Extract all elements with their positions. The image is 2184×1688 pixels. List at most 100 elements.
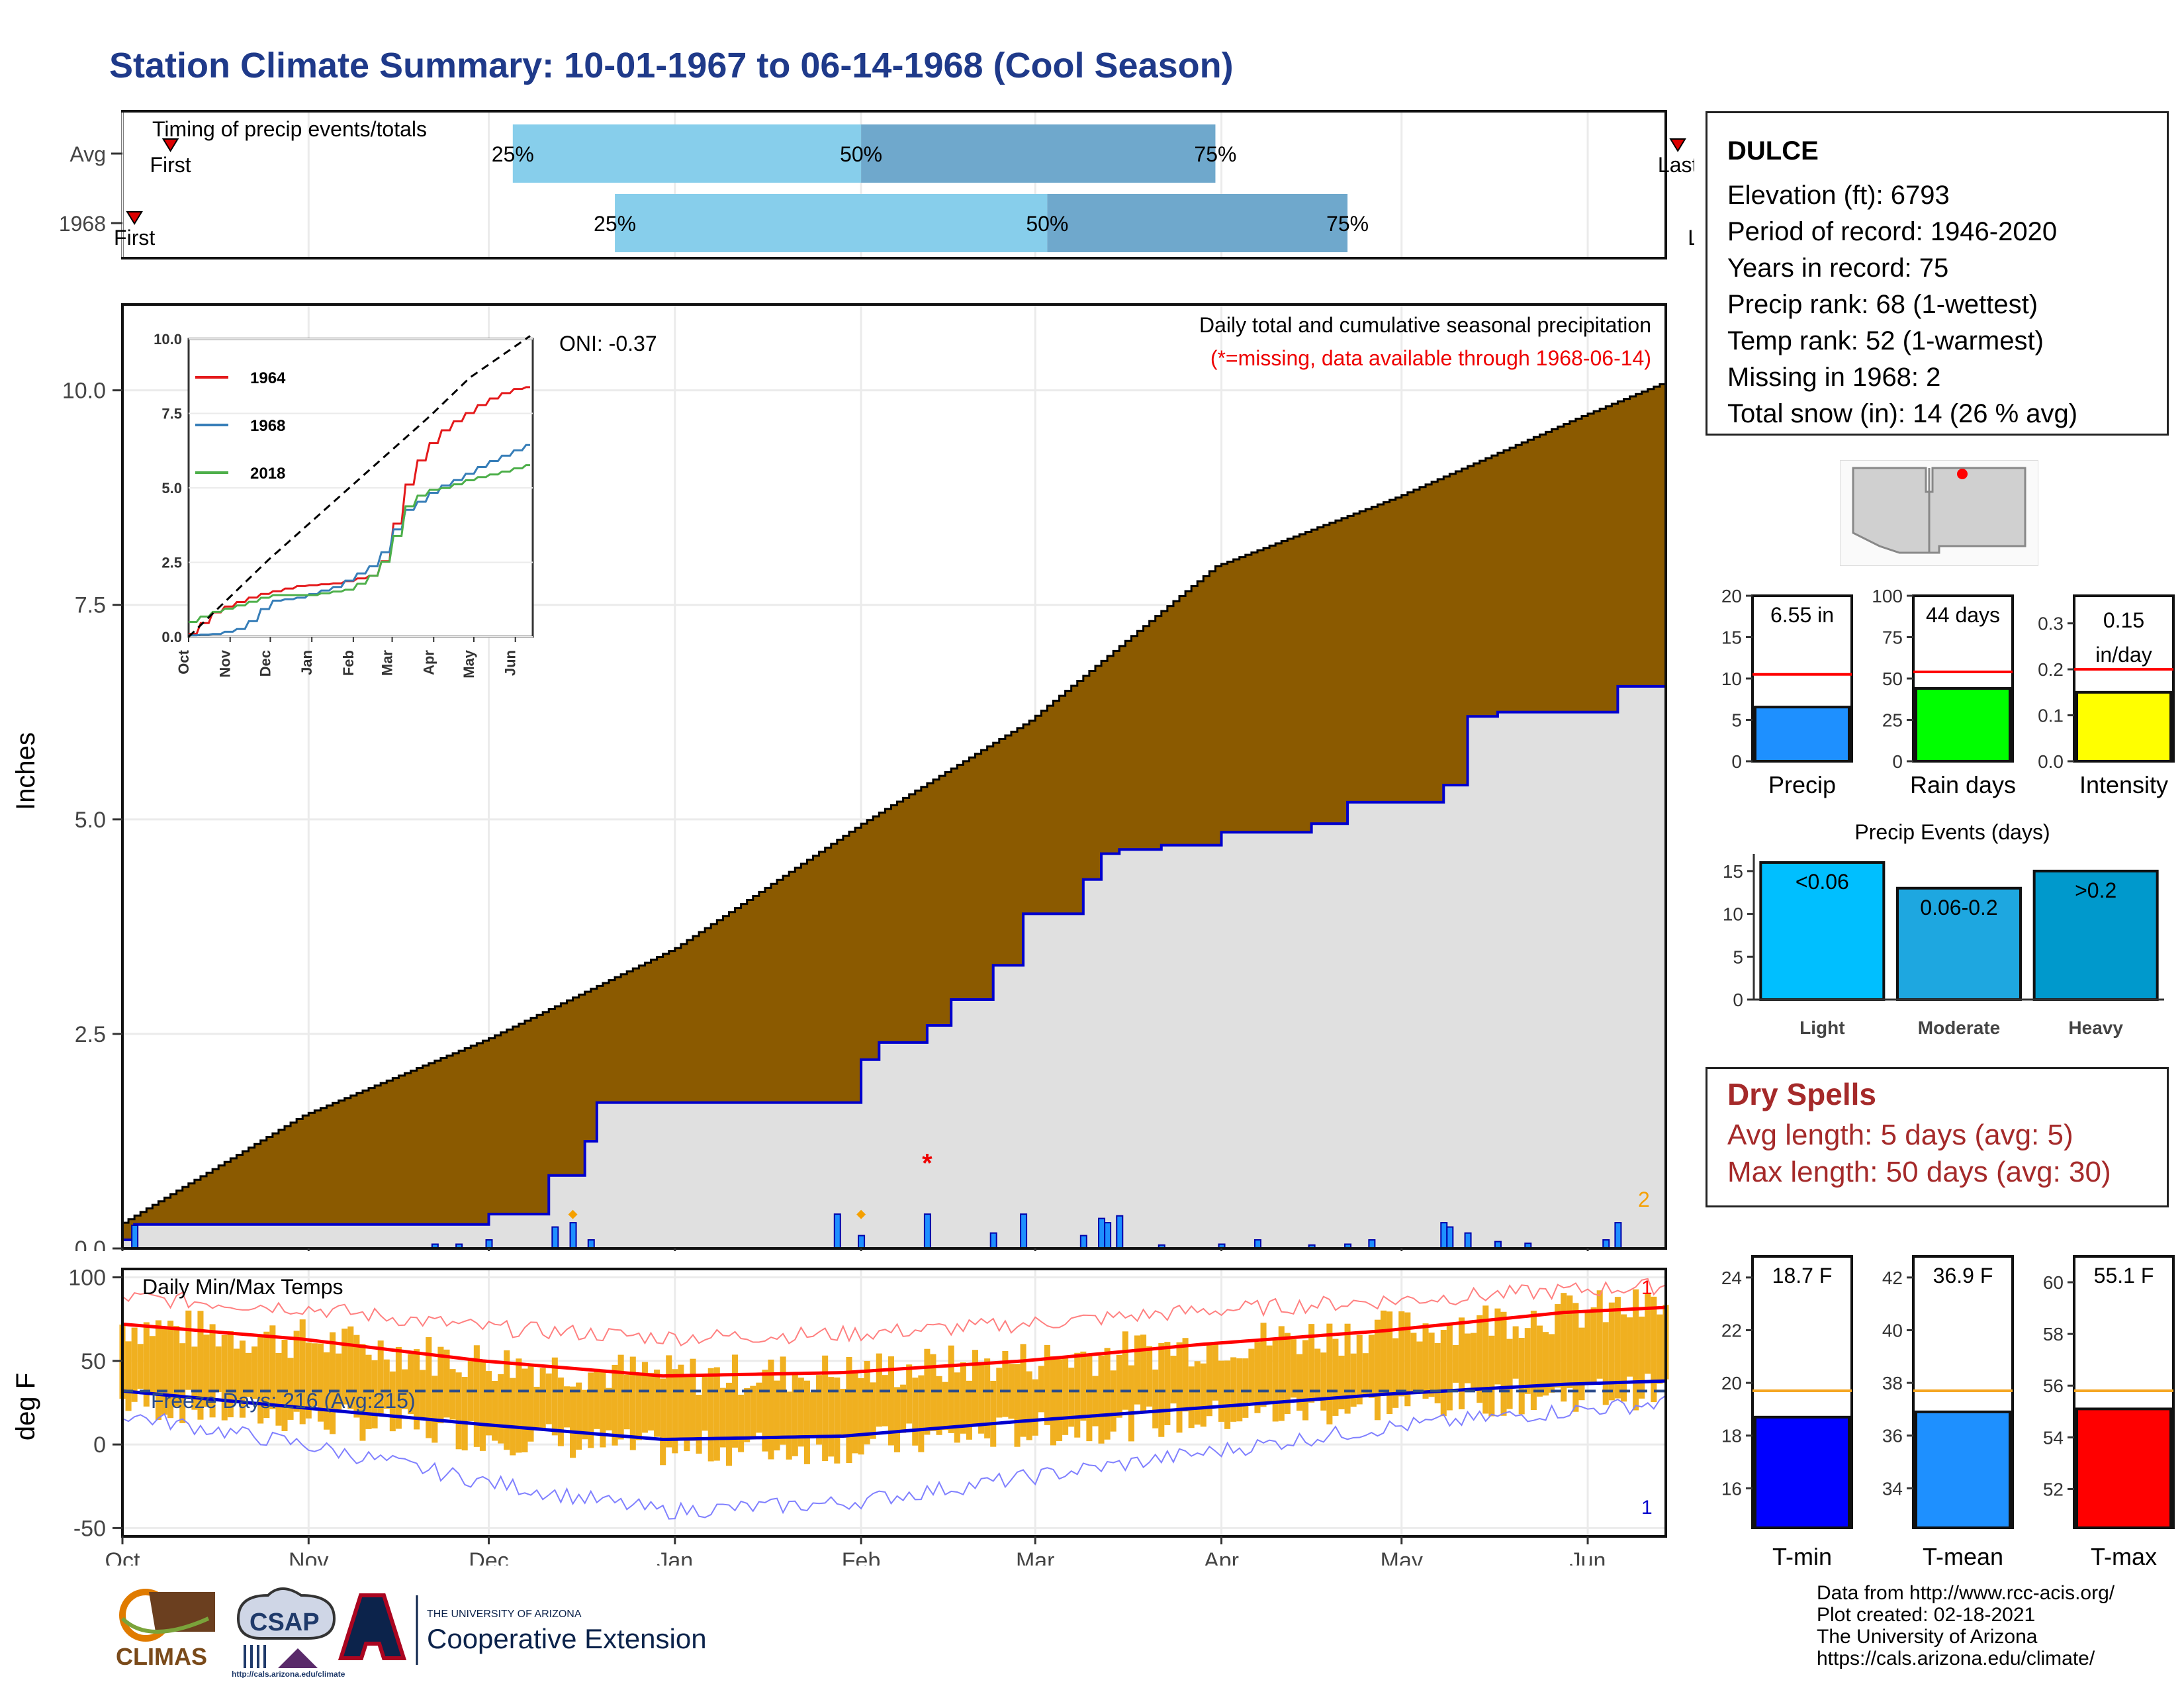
daily-temp-bar bbox=[828, 1377, 835, 1457]
daily-temp-bar bbox=[1404, 1312, 1411, 1407]
daily-precip-bar bbox=[131, 1224, 139, 1249]
daily-temp-bar bbox=[1146, 1346, 1153, 1407]
daily-temp-bar bbox=[1536, 1325, 1543, 1397]
last-event-marker bbox=[1669, 138, 1686, 152]
daily-temp-bar bbox=[179, 1343, 186, 1423]
daily-temp-bar bbox=[1152, 1369, 1159, 1429]
daily-temp-bar bbox=[420, 1370, 426, 1419]
temp-x-ticks: Oct Nov Dec Jan Feb Mar Apr May Jun bbox=[105, 1536, 1606, 1566]
daily-temp-bar bbox=[750, 1385, 756, 1439]
daily-temp-bar bbox=[840, 1389, 846, 1438]
daily-temp-bar bbox=[1170, 1356, 1177, 1404]
precip-y-tick-label: 2.5 bbox=[75, 1022, 106, 1047]
daily-temp-bar bbox=[1332, 1338, 1339, 1416]
inset-x-tick-label: Jun bbox=[502, 650, 519, 676]
inset-x-tick-label: Nov bbox=[217, 649, 234, 677]
daily-temp-bar bbox=[455, 1372, 462, 1450]
daily-temp-bar bbox=[1182, 1338, 1189, 1412]
daily-temp-bar bbox=[780, 1356, 786, 1445]
daily-temp-bar bbox=[281, 1340, 288, 1431]
daily-temp-bar bbox=[269, 1325, 276, 1410]
precip-events-chart: Precip Events (days) 0 5 10 15 <0.06 Light 0.0… bbox=[1723, 820, 2164, 1038]
summary-y-tick-label: 42 bbox=[1882, 1268, 1903, 1288]
summary-value-label: 6.55 in bbox=[1770, 603, 1834, 627]
climas-wordmark: CLIMAS bbox=[116, 1643, 207, 1670]
daily-temp-bar bbox=[1500, 1311, 1507, 1416]
daily-temp-bar bbox=[1561, 1293, 1567, 1402]
daily-temp-bar bbox=[1188, 1366, 1195, 1429]
temp-bars bbox=[119, 1289, 1669, 1466]
daily-temp-bar bbox=[1164, 1342, 1171, 1425]
summary-y-tick-label: 58 bbox=[2043, 1324, 2064, 1344]
info-temp-rank: Temp rank: 52 (1-warmest) bbox=[1727, 326, 2044, 355]
daily-temp-bar bbox=[1506, 1338, 1513, 1409]
temp-x-tick-label: Mar bbox=[1016, 1548, 1055, 1566]
timing-q25-50-bar bbox=[615, 194, 1048, 252]
daily-temp-bar bbox=[1314, 1348, 1321, 1401]
daily-temp-bar bbox=[432, 1376, 438, 1443]
summary-y-tick-label: 0.1 bbox=[2038, 706, 2064, 726]
daily-temp-bar bbox=[1086, 1355, 1093, 1442]
temp-x-tick-label: May bbox=[1381, 1548, 1423, 1566]
summary-y-tick-label: 0.2 bbox=[2038, 659, 2064, 680]
precip-y-ticks: 0.0 2.5 5.0 7.5 10.0 bbox=[62, 379, 1589, 1251]
daily-temp-bar bbox=[311, 1343, 318, 1407]
daily-temp-bar bbox=[612, 1364, 618, 1446]
daily-temp-bar bbox=[1512, 1326, 1519, 1379]
inset-series-avg bbox=[187, 335, 531, 638]
daily-temp-bar bbox=[984, 1358, 991, 1438]
daily-temp-bar bbox=[774, 1380, 780, 1451]
daily-precip-bar bbox=[1614, 1222, 1622, 1250]
daily-temp-bar bbox=[1381, 1310, 1387, 1393]
inset-x-tick-label: May bbox=[461, 649, 477, 679]
daily-temp-bar bbox=[125, 1341, 132, 1411]
daily-temp-bar bbox=[786, 1391, 792, 1460]
timing-q25-50-bar bbox=[512, 124, 862, 183]
daily-temp-bar bbox=[1614, 1297, 1621, 1399]
daily-temp-bar bbox=[1416, 1341, 1423, 1392]
first-event-label: First bbox=[114, 226, 155, 250]
daily-temp-bar bbox=[492, 1381, 498, 1441]
daily-temp-bar bbox=[341, 1329, 348, 1405]
events-category-label: Heavy bbox=[2068, 1017, 2123, 1038]
summary-value-label: in/day bbox=[2095, 643, 2152, 667]
daily-temp-bar bbox=[1104, 1348, 1111, 1440]
info-missing: Missing in 1968: 2 bbox=[1727, 363, 1941, 392]
daily-temp-bar bbox=[1320, 1352, 1327, 1411]
daily-temp-bar bbox=[1398, 1311, 1405, 1397]
temp-x-tick-label: Nov bbox=[289, 1548, 328, 1566]
daily-temp-bar bbox=[504, 1350, 510, 1450]
daily-temp-bar bbox=[576, 1382, 582, 1450]
daily-temp-bar bbox=[1590, 1307, 1597, 1383]
daily-precip-bar bbox=[989, 1232, 997, 1249]
freeze-days-label: Freeze Days: 216 (Avg:215) bbox=[151, 1389, 416, 1413]
inset-x-tick-label: Feb bbox=[340, 650, 357, 676]
last-event-label: Last bbox=[1658, 153, 1694, 177]
daily-temp-bar bbox=[600, 1370, 606, 1448]
daily-temp-bar bbox=[672, 1369, 678, 1454]
temp-x-tick-label: Dec bbox=[469, 1548, 508, 1566]
daily-temp-bar bbox=[167, 1321, 174, 1419]
summary-bar-t-max bbox=[2075, 1407, 2172, 1529]
daily-temp-bar bbox=[545, 1373, 552, 1425]
summary-y-tick-label: 36 bbox=[1882, 1426, 1903, 1446]
credit-data-source: Data from http://www.rcc-acis.org/ bbox=[1817, 1582, 2115, 1604]
first-event-label: First bbox=[150, 153, 191, 177]
record-low-line bbox=[122, 1395, 1666, 1520]
daily-temp-bar bbox=[1338, 1355, 1345, 1409]
summary-bar-t-min bbox=[1754, 1415, 1850, 1529]
daily-temp-bar bbox=[732, 1354, 739, 1448]
daily-precip-bar bbox=[1116, 1215, 1124, 1249]
station-name: DULCE bbox=[1727, 136, 1819, 165]
summary-y-tick-label: 34 bbox=[1882, 1478, 1903, 1499]
credit-plot-created: Plot created: 02-18-2021 bbox=[1817, 1604, 2036, 1626]
daily-temp-bar bbox=[173, 1326, 180, 1407]
daily-precip-bar bbox=[1098, 1217, 1106, 1250]
summary-bar-t-mean bbox=[1915, 1410, 2011, 1529]
daily-temp-bar bbox=[1392, 1338, 1399, 1408]
summary-y-tick-label: 75 bbox=[1882, 628, 1903, 648]
daily-temp-bar bbox=[185, 1310, 192, 1390]
daily-precip-bar bbox=[833, 1213, 841, 1250]
daily-temp-bar bbox=[809, 1392, 817, 1438]
daily-temp-bar bbox=[1446, 1323, 1453, 1411]
